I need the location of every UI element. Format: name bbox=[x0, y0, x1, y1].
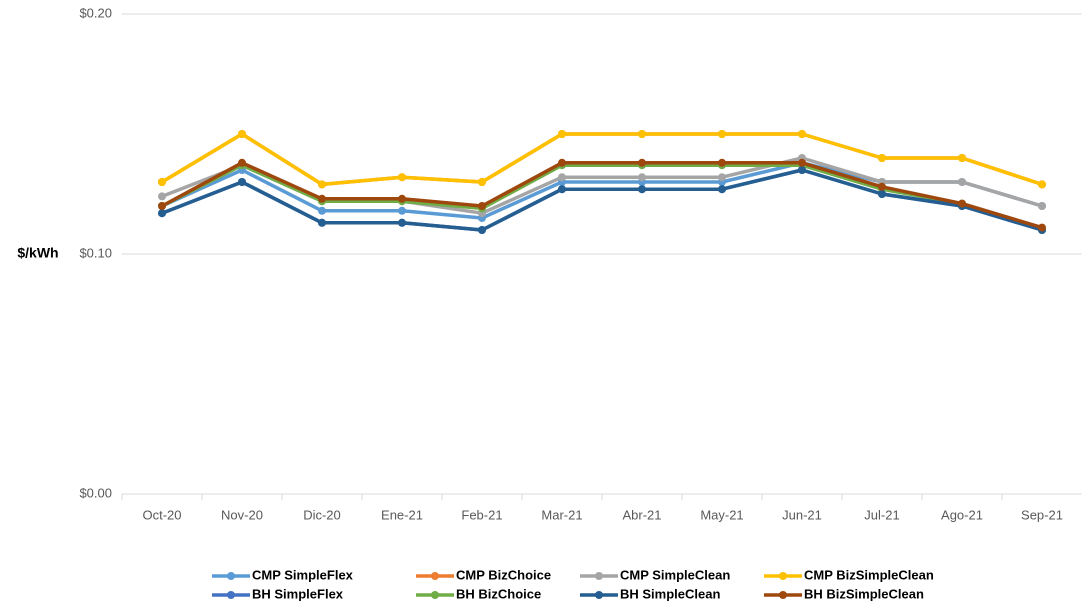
x-tick-label: Feb-21 bbox=[461, 507, 502, 522]
x-tick-label: Oct-20 bbox=[142, 507, 181, 522]
series-line bbox=[161, 161, 1043, 230]
point bbox=[158, 178, 166, 186]
point bbox=[638, 185, 646, 194]
legend-marker bbox=[779, 591, 787, 599]
point bbox=[878, 182, 886, 191]
point bbox=[398, 173, 406, 182]
y-tick-label: $0.10 bbox=[79, 245, 112, 260]
x-tick-label: Abr-21 bbox=[622, 507, 661, 522]
legend-label: BH SimpleClean bbox=[620, 586, 720, 601]
legend-label: CMP SimpleClean bbox=[620, 567, 730, 582]
point bbox=[798, 166, 806, 174]
point bbox=[958, 178, 966, 186]
point bbox=[318, 218, 326, 227]
x-tick-label: Nov-20 bbox=[221, 507, 263, 522]
legend-marker bbox=[227, 572, 235, 580]
point bbox=[718, 185, 726, 194]
point bbox=[478, 226, 486, 234]
legend-marker bbox=[431, 572, 439, 580]
legend-marker bbox=[431, 591, 439, 599]
y-tick-label: $0.20 bbox=[79, 5, 112, 20]
point bbox=[798, 158, 806, 167]
point bbox=[158, 202, 166, 210]
point bbox=[318, 206, 326, 215]
point bbox=[718, 173, 726, 182]
point bbox=[878, 190, 886, 198]
point bbox=[158, 209, 166, 218]
point bbox=[558, 158, 566, 167]
series-line bbox=[161, 168, 1043, 232]
point bbox=[558, 173, 566, 182]
legend-label: BH BizChoice bbox=[456, 586, 541, 601]
point bbox=[718, 158, 726, 167]
point bbox=[638, 173, 646, 182]
point bbox=[1038, 223, 1046, 232]
point bbox=[478, 178, 486, 186]
legend-marker bbox=[595, 591, 603, 599]
point bbox=[318, 180, 326, 189]
point bbox=[558, 185, 566, 194]
point bbox=[158, 192, 166, 201]
series-line bbox=[161, 168, 1043, 232]
legend-label: CMP BizSimpleClean bbox=[804, 567, 934, 582]
legend-label: BH BizSimpleClean bbox=[804, 586, 924, 601]
x-tick-label: Sep-21 bbox=[1021, 507, 1063, 522]
legend-marker bbox=[227, 591, 235, 599]
x-tick-label: Mar-21 bbox=[541, 507, 582, 522]
point bbox=[238, 178, 246, 186]
point bbox=[798, 130, 806, 138]
x-tick-label: Dic-20 bbox=[303, 507, 341, 522]
legend-label: CMP SimpleFlex bbox=[252, 567, 354, 582]
point bbox=[718, 130, 726, 138]
point bbox=[638, 130, 646, 138]
legend-label: BH SimpleFlex bbox=[252, 586, 344, 601]
point bbox=[478, 202, 486, 210]
y-tick-label: $0.00 bbox=[79, 485, 112, 500]
point bbox=[398, 206, 406, 215]
x-tick-label: Jun-21 bbox=[782, 507, 822, 522]
y-axis-label: $/kWh bbox=[17, 245, 58, 261]
point bbox=[958, 199, 966, 208]
point bbox=[238, 130, 246, 138]
legend-marker bbox=[779, 572, 787, 580]
series-line bbox=[161, 163, 1043, 232]
point bbox=[1038, 202, 1046, 210]
point bbox=[558, 130, 566, 138]
point bbox=[878, 154, 886, 162]
point bbox=[638, 158, 646, 167]
x-tick-label: May-21 bbox=[700, 507, 743, 522]
x-tick-label: Ene-21 bbox=[381, 507, 423, 522]
point bbox=[958, 154, 966, 162]
x-tick-label: Jul-21 bbox=[864, 507, 899, 522]
point bbox=[1038, 180, 1046, 189]
series-line bbox=[161, 132, 1043, 187]
x-tick-label: Ago-21 bbox=[941, 507, 983, 522]
legend-marker bbox=[595, 572, 603, 580]
point bbox=[398, 194, 406, 203]
legend-label: CMP BizChoice bbox=[456, 567, 551, 582]
point bbox=[398, 218, 406, 227]
point bbox=[318, 194, 326, 203]
point bbox=[238, 158, 246, 167]
